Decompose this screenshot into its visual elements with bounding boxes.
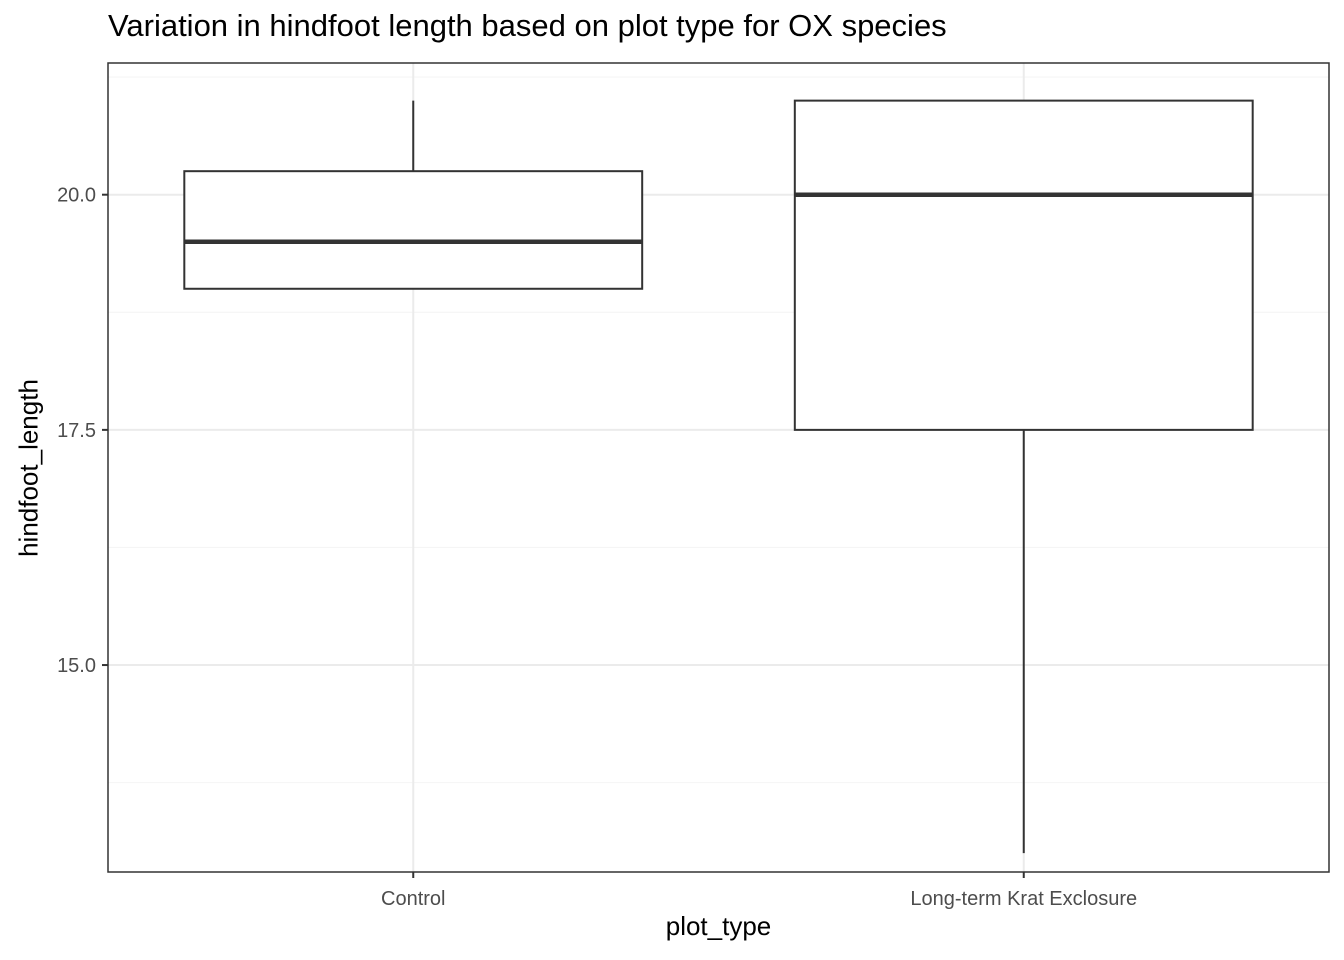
box-body [183, 170, 644, 290]
y-tick-label: 20.0 [57, 185, 96, 207]
x-axis-title: plot_type [665, 911, 772, 941]
box-body [793, 99, 1254, 431]
x-tick-label: Control [381, 888, 445, 910]
y-tick-label: 17.5 [57, 420, 96, 442]
x-tick-label: Long-term Krat Exclosure [910, 888, 1137, 910]
y-tick-label: 15.0 [57, 655, 96, 677]
chart-title: Variation in hindfoot length based on pl… [108, 8, 947, 43]
y-axis-title: hindfoot_length [13, 379, 44, 557]
panel-border [107, 62, 1330, 873]
